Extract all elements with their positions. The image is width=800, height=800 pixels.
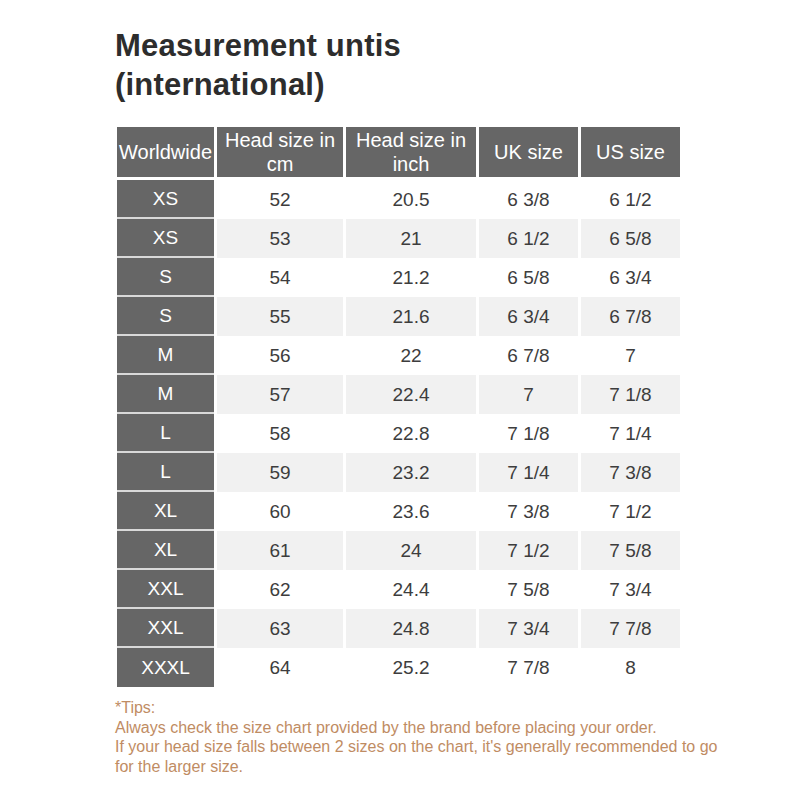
size-value-cell: 7 <box>581 336 680 375</box>
column-header-head-size-cm: Head size in cm <box>217 127 343 180</box>
size-value-cell: 24.4 <box>346 570 476 609</box>
size-value-cell: 7 3/8 <box>581 453 680 492</box>
size-value-cell: 6 3/8 <box>479 180 578 219</box>
size-value-cell: 7 1/8 <box>479 414 578 453</box>
table-row: L5822.87 1/87 1/4 <box>117 414 680 453</box>
table-row: XL6023.67 3/87 1/2 <box>117 492 680 531</box>
size-value-cell: 21.2 <box>346 258 476 297</box>
size-value-cell: 7 7/8 <box>479 648 578 687</box>
size-value-cell: 61 <box>217 531 343 570</box>
size-value-cell: 25.2 <box>346 648 476 687</box>
column-header-head-size-inch: Head size in inch <box>346 127 476 180</box>
size-value-cell: 64 <box>217 648 343 687</box>
size-value-cell: 63 <box>217 609 343 648</box>
size-value-cell: 7 1/2 <box>581 492 680 531</box>
size-value-cell: 7 3/4 <box>479 609 578 648</box>
size-value-cell: 62 <box>217 570 343 609</box>
table-row: L5923.27 1/47 3/8 <box>117 453 680 492</box>
size-value-cell: 8 <box>581 648 680 687</box>
tips-heading: *Tips: <box>115 698 729 718</box>
table-row: M5722.477 1/8 <box>117 375 680 414</box>
tips-line-2: If your head size falls between 2 sizes … <box>115 737 729 776</box>
size-value-cell: 6 3/4 <box>581 258 680 297</box>
worldwide-size-cell: S <box>117 297 214 336</box>
table-row: XS5220.56 3/86 1/2 <box>117 180 680 219</box>
size-value-cell: 6 3/4 <box>479 297 578 336</box>
size-value-cell: 6 5/8 <box>581 219 680 258</box>
size-value-cell: 6 1/2 <box>581 180 680 219</box>
size-chart-page: Measurement untis (international) Worldw… <box>0 0 800 800</box>
size-value-cell: 6 7/8 <box>479 336 578 375</box>
page-title-line-1: Measurement untis <box>115 26 715 65</box>
size-value-cell: 52 <box>217 180 343 219</box>
worldwide-size-cell: S <box>117 258 214 297</box>
size-value-cell: 59 <box>217 453 343 492</box>
tips-note: *Tips: Always check the size chart provi… <box>115 698 729 776</box>
size-value-cell: 20.5 <box>346 180 476 219</box>
page-title-line-2: (international) <box>115 65 715 104</box>
size-chart-table: Worldwide Head size in cm Head size in i… <box>114 127 683 687</box>
size-value-cell: 7 3/4 <box>581 570 680 609</box>
table-row: XXL6224.47 5/87 3/4 <box>117 570 680 609</box>
table-row: M56226 7/87 <box>117 336 680 375</box>
size-value-cell: 6 1/2 <box>479 219 578 258</box>
size-table-header: Worldwide Head size in cm Head size in i… <box>117 127 680 180</box>
tips-line-1: Always check the size chart provided by … <box>115 718 729 738</box>
header-row: Worldwide Head size in cm Head size in i… <box>117 127 680 180</box>
table-row: S5421.26 5/86 3/4 <box>117 258 680 297</box>
table-row: XL61247 1/27 5/8 <box>117 531 680 570</box>
size-value-cell: 21.6 <box>346 297 476 336</box>
worldwide-size-cell: L <box>117 414 214 453</box>
worldwide-size-cell: XS <box>117 180 214 219</box>
size-value-cell: 7 1/2 <box>479 531 578 570</box>
worldwide-size-cell: XL <box>117 531 214 570</box>
worldwide-size-cell: L <box>117 453 214 492</box>
size-value-cell: 55 <box>217 297 343 336</box>
size-value-cell: 23.6 <box>346 492 476 531</box>
size-value-cell: 22.8 <box>346 414 476 453</box>
size-value-cell: 57 <box>217 375 343 414</box>
size-value-cell: 7 5/8 <box>581 531 680 570</box>
size-value-cell: 22 <box>346 336 476 375</box>
column-header-worldwide: Worldwide <box>117 127 214 180</box>
size-value-cell: 60 <box>217 492 343 531</box>
worldwide-size-cell: XS <box>117 219 214 258</box>
size-value-cell: 7 <box>479 375 578 414</box>
worldwide-size-cell: M <box>117 375 214 414</box>
column-header-us-size: US size <box>581 127 680 180</box>
size-value-cell: 23.2 <box>346 453 476 492</box>
size-value-cell: 7 1/4 <box>581 414 680 453</box>
worldwide-size-cell: XL <box>117 492 214 531</box>
size-value-cell: 22.4 <box>346 375 476 414</box>
size-value-cell: 7 3/8 <box>479 492 578 531</box>
size-value-cell: 7 1/8 <box>581 375 680 414</box>
size-value-cell: 56 <box>217 336 343 375</box>
column-header-uk-size: UK size <box>479 127 578 180</box>
size-value-cell: 58 <box>217 414 343 453</box>
table-row: XXXL6425.27 7/88 <box>117 648 680 687</box>
table-row: S5521.66 3/46 7/8 <box>117 297 680 336</box>
size-value-cell: 7 7/8 <box>581 609 680 648</box>
size-value-cell: 24.8 <box>346 609 476 648</box>
size-value-cell: 6 5/8 <box>479 258 578 297</box>
worldwide-size-cell: M <box>117 336 214 375</box>
size-value-cell: 7 5/8 <box>479 570 578 609</box>
table-row: XS53216 1/26 5/8 <box>117 219 680 258</box>
size-value-cell: 6 7/8 <box>581 297 680 336</box>
size-value-cell: 7 1/4 <box>479 453 578 492</box>
page-title: Measurement untis (international) <box>115 26 715 104</box>
size-value-cell: 24 <box>346 531 476 570</box>
size-table-body: XS5220.56 3/86 1/2XS53216 1/26 5/8S5421.… <box>117 180 680 687</box>
worldwide-size-cell: XXXL <box>117 648 214 687</box>
worldwide-size-cell: XXL <box>117 609 214 648</box>
worldwide-size-cell: XXL <box>117 570 214 609</box>
table-row: XXL6324.87 3/47 7/8 <box>117 609 680 648</box>
size-value-cell: 54 <box>217 258 343 297</box>
size-value-cell: 53 <box>217 219 343 258</box>
size-value-cell: 21 <box>346 219 476 258</box>
